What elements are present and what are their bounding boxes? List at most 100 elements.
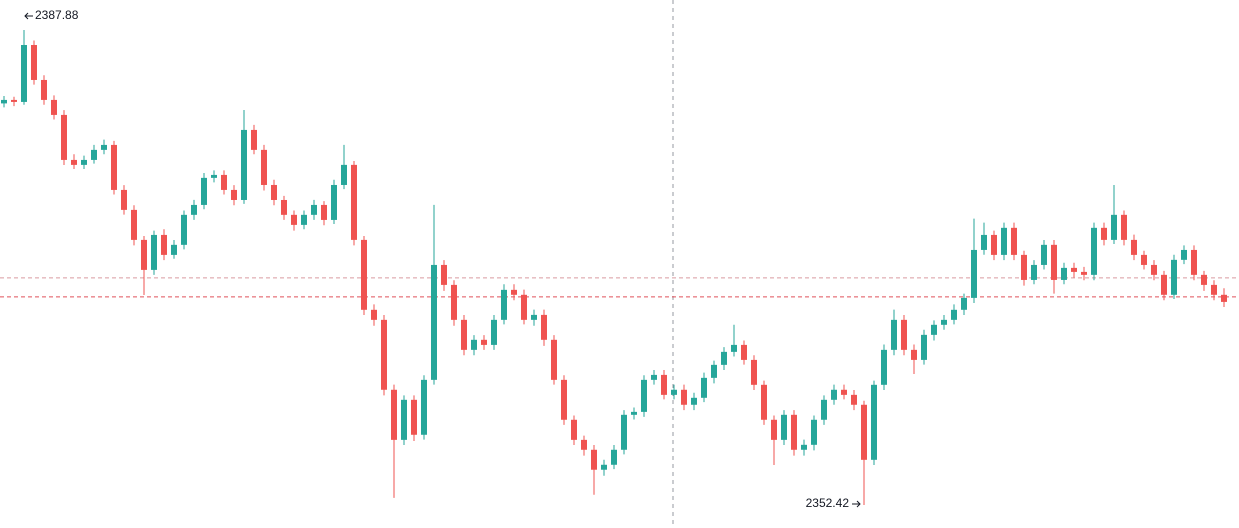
candle-body <box>1051 244 1057 280</box>
candle-body <box>411 399 417 435</box>
candle-body <box>711 364 717 378</box>
candle-body <box>601 464 607 470</box>
candle-body <box>371 309 377 320</box>
candle-body <box>1021 254 1027 280</box>
candle-body <box>1141 254 1147 265</box>
candle-body <box>921 334 927 360</box>
candle-body <box>241 129 247 200</box>
candle-body <box>761 384 767 420</box>
candle-body <box>321 204 327 220</box>
candle-body <box>591 449 597 470</box>
candle-body <box>1131 239 1137 255</box>
candle-body <box>251 129 257 150</box>
candle-body <box>731 344 737 352</box>
candle-body <box>1031 264 1037 280</box>
candle-body <box>971 249 977 298</box>
candle-body <box>151 234 157 270</box>
candle-body <box>1 99 7 104</box>
candle-body <box>611 449 617 465</box>
candle-body <box>841 389 847 395</box>
candle-body <box>501 289 507 320</box>
candle-body <box>171 244 177 255</box>
candle-body <box>1011 227 1017 255</box>
candle-body <box>191 204 197 215</box>
candle-body <box>1161 274 1167 295</box>
candle-body <box>461 319 467 350</box>
candle-body <box>451 284 457 320</box>
candle-body <box>101 144 107 150</box>
candle-body <box>161 234 167 255</box>
candle-body <box>351 164 357 240</box>
candle-body <box>861 404 867 460</box>
candle-body <box>631 411 637 415</box>
candle-body <box>901 319 907 350</box>
candle-body <box>421 379 427 435</box>
candle-body <box>821 399 827 420</box>
candle-body <box>621 414 627 450</box>
candle-body <box>201 177 207 205</box>
candle-body <box>991 234 997 255</box>
candle-body <box>951 309 957 320</box>
candle-body <box>1101 227 1107 240</box>
candle-body <box>71 159 77 165</box>
candle-body <box>891 319 897 350</box>
low-label: 2352.42 <box>806 496 850 510</box>
candle-body <box>781 414 787 440</box>
candle-body <box>1181 249 1187 260</box>
candle-body <box>331 184 337 220</box>
candle-body <box>41 79 47 100</box>
candle-body <box>301 214 307 225</box>
candle-body <box>1071 267 1077 272</box>
candle-body <box>941 319 947 325</box>
candle-body <box>181 214 187 245</box>
candle-body <box>671 389 677 395</box>
candle-body <box>471 339 477 350</box>
arrow-right <box>852 500 861 508</box>
candle-body <box>831 389 837 400</box>
candle-body <box>21 45 27 102</box>
candle-body <box>511 289 517 295</box>
candle-body <box>541 314 547 340</box>
candle-body <box>121 189 127 210</box>
candle-body <box>11 99 17 102</box>
candle-body <box>311 204 317 215</box>
candle-body <box>981 234 987 250</box>
candle-body <box>651 374 657 380</box>
candle-body <box>661 374 667 395</box>
candle-body <box>61 114 67 160</box>
candle-body <box>851 394 857 405</box>
candle-body <box>871 384 877 460</box>
candle-body <box>771 419 777 440</box>
candle-body <box>401 399 407 440</box>
candle-body <box>391 389 397 440</box>
candle-body <box>1111 214 1117 240</box>
candle-body <box>1091 227 1097 275</box>
arrow-left <box>24 12 33 20</box>
candle-body <box>701 377 707 398</box>
candle-body <box>681 389 687 405</box>
candle-body <box>1151 264 1157 275</box>
candle-body <box>381 319 387 390</box>
candle-body <box>1121 214 1127 240</box>
candle-body <box>1221 294 1227 302</box>
candle-body <box>491 319 497 345</box>
candle-body <box>531 314 537 320</box>
candle-body <box>1171 259 1177 295</box>
candle-body <box>431 264 437 380</box>
candle-body <box>1211 284 1217 295</box>
candle-body <box>131 209 137 240</box>
candle-body <box>811 419 817 445</box>
candle-body <box>911 349 917 360</box>
candle-body <box>721 351 727 365</box>
candle-body <box>521 294 527 320</box>
candle-body <box>211 174 217 178</box>
candle-body <box>231 189 237 200</box>
candle-body <box>1201 274 1207 285</box>
candle-body <box>31 45 37 80</box>
candle-body <box>271 184 277 200</box>
candle-body <box>1001 227 1007 255</box>
candle-body <box>691 397 697 405</box>
candle-body <box>261 149 267 185</box>
candle-body <box>751 359 757 385</box>
